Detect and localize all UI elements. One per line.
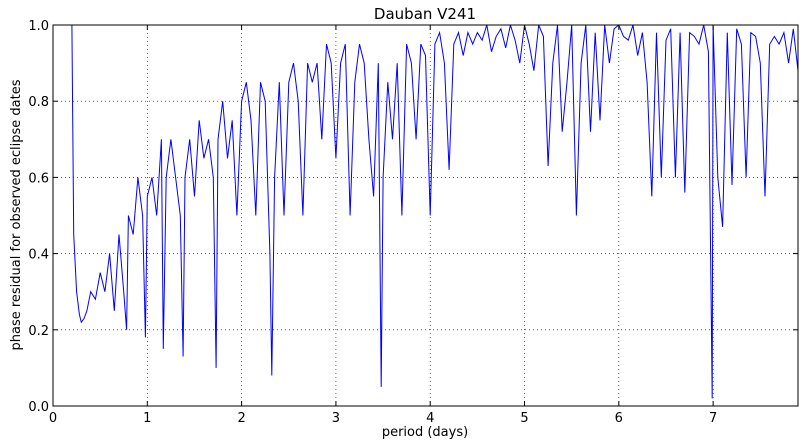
x-tick-label: 0 [49,411,57,426]
series-line [71,24,799,399]
y-tick-label: 0.4 [28,248,49,263]
y-tick-label: 0.2 [28,324,49,339]
x-tick-label: 1 [143,411,151,426]
x-tick-label: 2 [237,411,245,426]
grid-lines [53,25,798,406]
plot-frame [52,24,799,407]
y-tick-label: 0.8 [28,95,49,110]
x-axis-label: period (days) [382,425,468,440]
x-tick-label: 3 [332,411,340,426]
y-axis-label: phase residual for observed eclipse date… [9,79,24,350]
y-tick-label: 1.0 [28,19,49,34]
x-tick-label: 5 [520,411,528,426]
chart-title: Dauban V241 [374,5,476,23]
x-tick-label: 4 [426,411,434,426]
x-tick-label: 6 [615,411,623,426]
y-tick-label: 0.6 [28,171,49,186]
plot-area [53,25,798,406]
x-tick-label: 7 [709,411,717,426]
axis-ticks: 0 1 2 3 4 5 6 7 0.0 0.2 0.4 0.6 0.8 1.0 [28,19,798,426]
y-tick-label: 0.0 [28,400,49,415]
